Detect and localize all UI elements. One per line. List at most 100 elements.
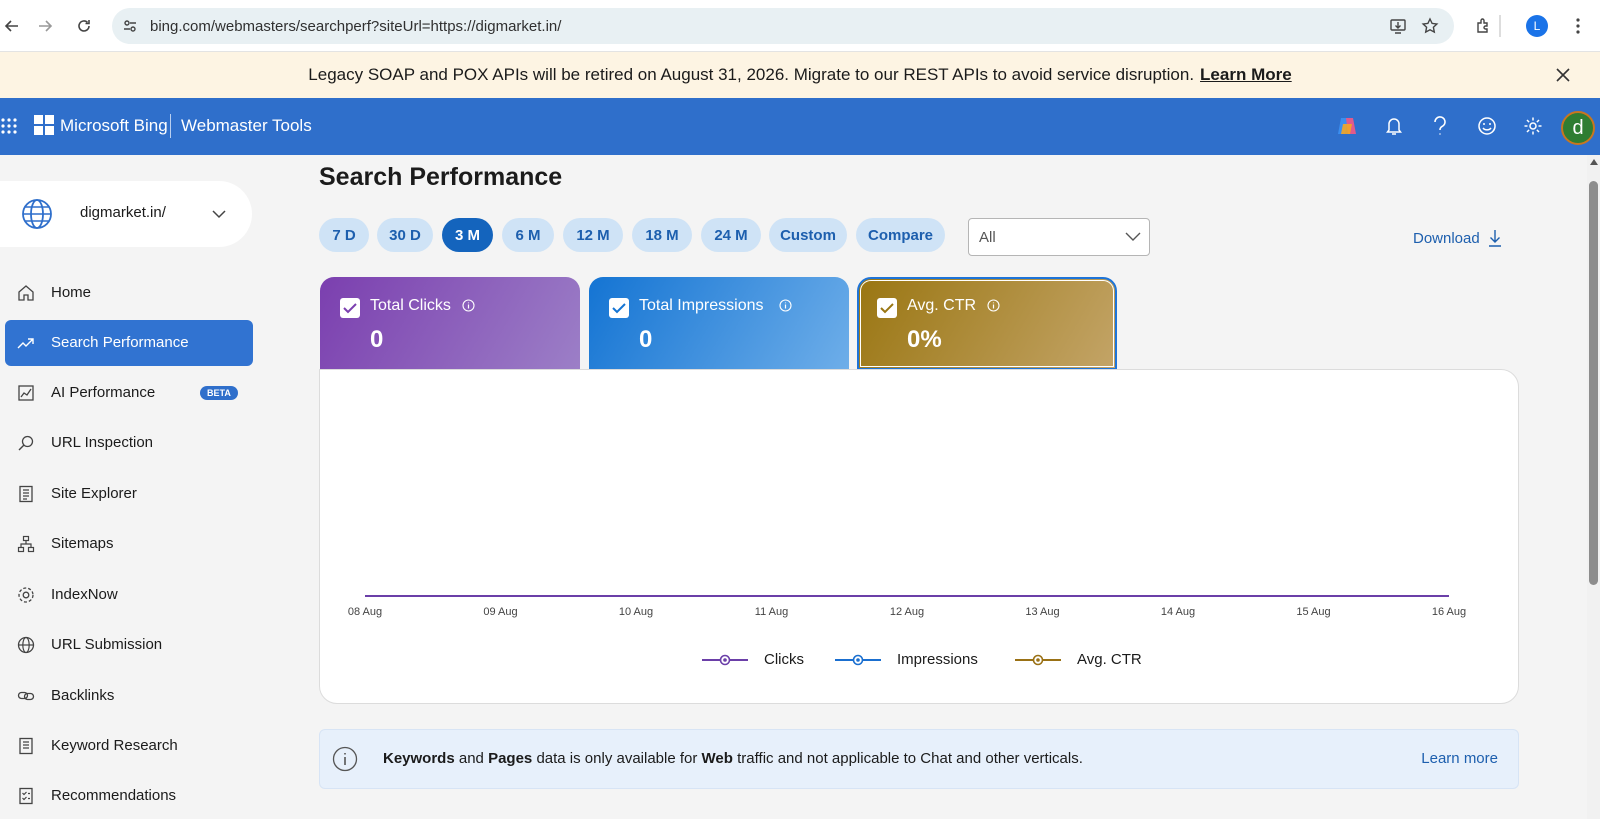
settings-gear-icon[interactable]: [1520, 113, 1546, 139]
scroll-up-arrow-icon[interactable]: [1590, 159, 1598, 165]
scrollbar-thumb[interactable]: [1589, 181, 1598, 585]
globe-icon: [17, 636, 35, 654]
browser-menu-icon[interactable]: [1566, 14, 1590, 38]
app-launcher-icon[interactable]: [0, 117, 18, 135]
chevron-down-icon: [1125, 229, 1141, 245]
notifications-bell-icon[interactable]: [1381, 113, 1407, 139]
info-learn-more-link[interactable]: Learn more: [1421, 750, 1498, 767]
range-chip-7d[interactable]: 7 D: [319, 218, 369, 252]
range-chip-30d[interactable]: 30 D: [377, 218, 433, 252]
metric-label: Total Clicks: [370, 297, 451, 314]
address-url[interactable]: bing.com/webmasters/searchperf?siteUrl=h…: [150, 17, 562, 35]
traffic-filter-select[interactable]: All: [968, 218, 1150, 256]
browser-toolbar: bing.com/webmasters/searchperf?siteUrl=h…: [0, 0, 1600, 52]
range-chip-24m[interactable]: 24 M: [701, 218, 761, 252]
install-app-icon[interactable]: [1388, 16, 1408, 36]
chevron-down-icon: [211, 206, 227, 222]
x-tick-label: 15 Aug: [1296, 606, 1331, 618]
sidebar-item-search-performance[interactable]: Search Performance: [5, 320, 253, 366]
range-chip-6m[interactable]: 6 M: [502, 218, 554, 252]
microsoft-logo-icon: [34, 115, 54, 135]
search-icon: [17, 434, 35, 452]
info-message: Keywords and Pages data is only availabl…: [383, 750, 1083, 767]
extensions-icon[interactable]: [1472, 14, 1496, 38]
profile-initial: L: [1526, 15, 1548, 37]
range-chip-18m[interactable]: 18 M: [632, 218, 692, 252]
sidebar-item-url-inspection[interactable]: URL Inspection: [5, 420, 253, 466]
metric-card-total-impressions[interactable]: Total Impressions 0: [589, 277, 849, 370]
info-icon[interactable]: [987, 299, 1000, 312]
legend-ctr-marker-icon: [1015, 654, 1061, 665]
legend-item-clicks[interactable]: Clicks: [702, 651, 804, 668]
legend-impressions-marker-icon: [835, 654, 881, 665]
site-settings-icon[interactable]: [120, 16, 140, 36]
help-icon[interactable]: [1427, 113, 1453, 139]
link-icon: [17, 687, 35, 705]
range-chip-12m[interactable]: 12 M: [563, 218, 623, 252]
legend-label: Impressions: [897, 651, 978, 668]
sidebar-item-label: Home: [51, 284, 92, 301]
metric-value: 0: [639, 326, 653, 353]
feedback-smiley-icon[interactable]: [1474, 113, 1500, 139]
sidebar-item-label: Sitemaps: [51, 535, 114, 552]
reload-icon[interactable]: [72, 14, 96, 38]
download-button[interactable]: Download: [1413, 229, 1502, 247]
trend-icon: [17, 334, 35, 352]
sidebar-item-url-submission[interactable]: URL Submission: [5, 622, 253, 668]
legend-item-impressions[interactable]: Impressions: [835, 651, 978, 668]
profile-button[interactable]: L: [1525, 14, 1549, 38]
range-chip-3m[interactable]: 3 M: [442, 218, 493, 252]
legend-label: Avg. CTR: [1077, 651, 1142, 668]
back-icon[interactable]: [0, 14, 24, 38]
metric-card-avg-ctr[interactable]: Avg. CTR 0%: [857, 277, 1117, 370]
forward-icon[interactable]: [33, 14, 57, 38]
page-scrollbar[interactable]: [1587, 155, 1600, 819]
checkbox-checked-icon[interactable]: [340, 298, 360, 318]
deprecation-banner: Legacy SOAP and POX APIs will be retired…: [0, 52, 1600, 98]
legend-item-avg-ctr[interactable]: Avg. CTR: [1015, 651, 1142, 668]
performance-line-chart: [365, 595, 1449, 597]
sidebar-item-backlinks[interactable]: Backlinks: [5, 673, 253, 719]
banner-learn-more-link[interactable]: Learn More: [1200, 65, 1292, 84]
range-chip-custom[interactable]: Custom: [769, 218, 847, 252]
banner-message: Legacy SOAP and POX APIs will be retired…: [308, 65, 1195, 84]
sidebar-item-label: URL Inspection: [51, 434, 153, 451]
x-tick-label: 11 Aug: [754, 606, 789, 618]
gear-icon: [17, 586, 35, 604]
brand-name[interactable]: Microsoft Bing: [60, 116, 168, 135]
site-selector[interactable]: digmarket.in/: [0, 181, 252, 247]
range-chip-compare[interactable]: Compare: [856, 218, 945, 252]
metric-label: Avg. CTR: [907, 297, 977, 314]
sidebar-item-label: Search Performance: [51, 334, 189, 351]
document-icon: [17, 485, 35, 503]
sidebar-item-label: Recommendations: [51, 787, 177, 804]
checkbox-checked-icon[interactable]: [877, 298, 897, 318]
checklist-icon: [17, 787, 35, 805]
metric-card-total-clicks[interactable]: Total Clicks 0: [320, 277, 580, 370]
user-avatar[interactable]: d: [1561, 111, 1595, 145]
site-name: digmarket.in/: [80, 204, 166, 221]
copilot-icon[interactable]: [1334, 113, 1360, 139]
home-icon: [17, 284, 35, 302]
sidebar-item-indexnow[interactable]: IndexNow: [5, 572, 253, 618]
sidebar-item-home[interactable]: Home: [5, 270, 253, 316]
info-icon[interactable]: [779, 299, 792, 312]
filter-selected-value: All: [979, 229, 996, 246]
close-icon[interactable]: [1552, 64, 1574, 86]
page-title: Search Performance: [319, 163, 563, 191]
metric-label: Total Impressions: [639, 297, 764, 314]
sidebar-item-recommendations[interactable]: Recommendations: [5, 773, 253, 819]
sidebar-item-sitemaps[interactable]: Sitemaps: [5, 521, 253, 567]
sidebar-item-ai-performance[interactable]: AI Performance BETA: [5, 370, 253, 416]
info-icon[interactable]: [462, 299, 475, 312]
product-name[interactable]: Webmaster Tools: [181, 116, 312, 135]
beta-badge: BETA: [200, 386, 238, 400]
info-icon: [332, 746, 358, 772]
sidebar-item-keyword-research[interactable]: Keyword Research: [5, 723, 253, 769]
address-bar[interactable]: bing.com/webmasters/searchperf?siteUrl=h…: [112, 8, 1454, 44]
app-header: Microsoft Bing Webmaster Tools: [0, 98, 1600, 155]
sidebar-item-site-explorer[interactable]: Site Explorer: [5, 471, 253, 517]
checkbox-checked-icon[interactable]: [609, 298, 629, 318]
bookmark-star-icon[interactable]: [1420, 16, 1440, 36]
x-tick-label: 13 Aug: [1025, 606, 1060, 618]
